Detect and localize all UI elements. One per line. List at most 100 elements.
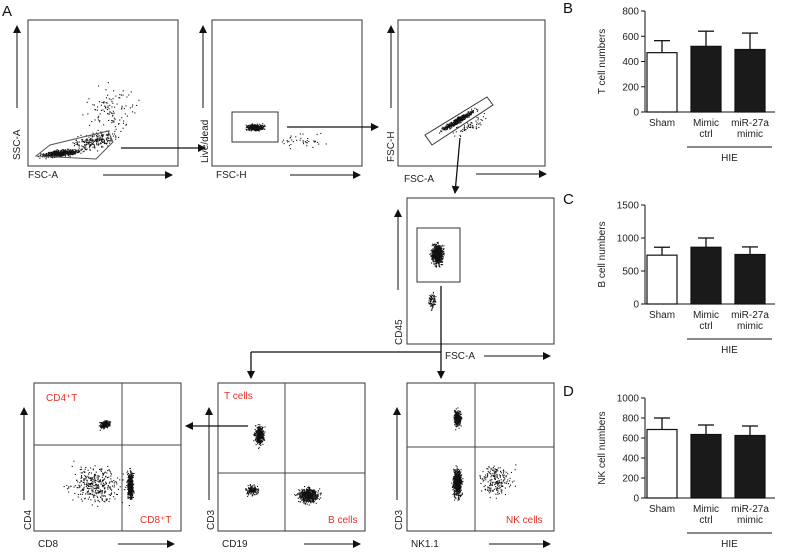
event-dot xyxy=(112,102,114,104)
event-dot xyxy=(74,149,76,151)
event-dot xyxy=(102,472,104,474)
event-dot xyxy=(108,476,110,478)
event-dot xyxy=(69,154,71,156)
event-dot xyxy=(470,113,472,115)
event-dot xyxy=(304,492,306,494)
event-dot xyxy=(258,433,260,435)
event-dot xyxy=(130,493,132,495)
event-dot xyxy=(64,152,66,154)
event-dot xyxy=(456,417,458,419)
event-dot xyxy=(257,430,259,432)
event-dot xyxy=(443,251,445,253)
event-dot xyxy=(79,482,81,484)
event-dot xyxy=(305,499,307,501)
event-dot xyxy=(75,150,77,152)
event-dot xyxy=(298,501,300,503)
event-dot xyxy=(44,153,46,155)
event-dot xyxy=(257,437,259,439)
event-dot xyxy=(438,255,440,257)
event-dot xyxy=(130,470,132,472)
event-dot xyxy=(306,142,308,144)
event-dot xyxy=(304,490,306,492)
event-dot xyxy=(87,139,89,141)
event-dot xyxy=(73,151,75,153)
event-dot xyxy=(250,488,252,490)
event-dot xyxy=(259,124,261,126)
event-dot xyxy=(462,115,464,117)
event-dot xyxy=(258,123,260,125)
flow-plot-cd3-nk11: NK cells CD3 NK1.1 xyxy=(393,382,555,550)
event-dot xyxy=(80,466,82,468)
event-dot xyxy=(314,140,316,142)
event-dot xyxy=(471,111,473,113)
event-dot xyxy=(458,417,460,419)
event-dot xyxy=(105,426,107,428)
event-dot xyxy=(432,254,434,256)
event-dot xyxy=(100,142,102,144)
event-dot xyxy=(458,415,460,417)
event-dot xyxy=(107,485,109,487)
event-dot xyxy=(249,493,251,495)
event-dot xyxy=(96,495,98,497)
event-dot xyxy=(105,476,107,478)
event-dot xyxy=(76,151,78,153)
event-dot xyxy=(305,496,307,498)
event-dot xyxy=(111,101,113,103)
event-dot xyxy=(247,126,249,128)
event-dot xyxy=(247,129,249,131)
event-dot xyxy=(255,129,257,131)
event-dot xyxy=(315,498,317,500)
event-dot xyxy=(92,495,94,497)
event-dot xyxy=(97,119,99,121)
event-dot xyxy=(258,127,260,129)
event-dot xyxy=(459,413,461,415)
event-dot xyxy=(262,127,264,129)
event-dot xyxy=(261,433,263,435)
event-dot xyxy=(454,421,456,423)
event-dot xyxy=(96,477,98,479)
event-dot xyxy=(468,113,470,115)
event-dot xyxy=(258,488,260,490)
event-dot xyxy=(302,501,304,503)
event-dot xyxy=(254,128,256,130)
event-dot xyxy=(457,494,459,496)
event-dot xyxy=(100,422,102,424)
event-dot xyxy=(109,424,111,426)
event-dot xyxy=(291,139,293,141)
event-dot xyxy=(124,489,126,491)
event-dot xyxy=(299,139,301,141)
event-dot xyxy=(107,134,109,136)
event-dot xyxy=(304,494,306,496)
event-dot xyxy=(261,126,263,128)
event-dot xyxy=(302,140,304,142)
event-dot xyxy=(441,257,443,259)
event-dot xyxy=(58,151,60,153)
event-dot xyxy=(104,491,106,493)
event-dot xyxy=(81,140,83,142)
event-dot xyxy=(258,128,260,130)
event-dot xyxy=(432,294,434,296)
event-dot xyxy=(455,413,457,415)
event-dot xyxy=(77,141,79,143)
event-dot xyxy=(103,141,105,143)
event-dot xyxy=(453,121,455,123)
event-dot xyxy=(305,493,307,495)
event-dot xyxy=(457,417,459,419)
event-dot xyxy=(250,486,252,488)
event-dot xyxy=(74,473,76,475)
event-dot xyxy=(80,476,82,478)
event-dot xyxy=(72,150,74,152)
event-dot xyxy=(458,421,460,423)
event-dot xyxy=(256,489,258,491)
event-dot xyxy=(253,440,255,442)
event-dot xyxy=(112,133,114,135)
event-dot xyxy=(110,472,112,474)
event-dot xyxy=(454,124,456,126)
event-dot xyxy=(105,500,107,502)
event-dot xyxy=(308,501,310,503)
event-dot xyxy=(263,128,265,130)
event-dot xyxy=(460,413,462,415)
event-dot xyxy=(468,115,470,117)
event-dot xyxy=(437,258,439,260)
event-dot xyxy=(263,125,265,127)
